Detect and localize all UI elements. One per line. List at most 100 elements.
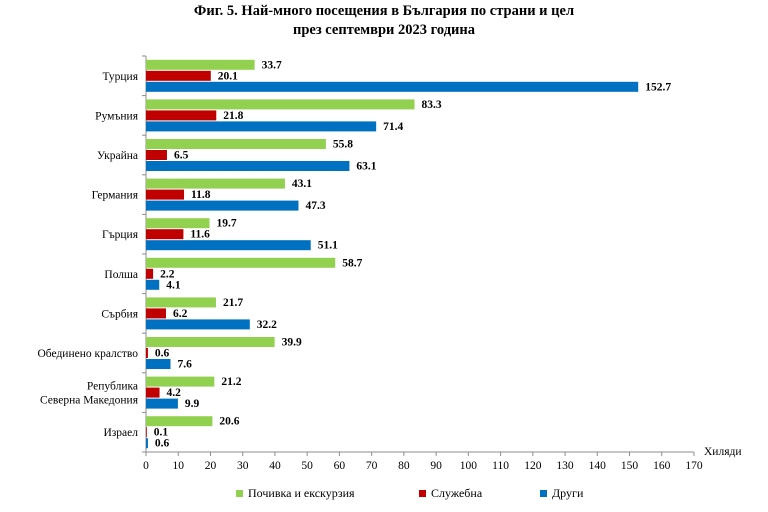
bar (146, 416, 213, 427)
category-label: Турция (102, 71, 138, 83)
bar-value-label: 19.7 (217, 218, 237, 230)
category-label: Полша (104, 269, 138, 281)
bar-value-label: 2.2 (160, 268, 175, 280)
category-label: Украйна (97, 150, 138, 162)
legend-label: Други (552, 486, 584, 500)
bar (146, 427, 147, 438)
x-tick-label: 90 (430, 460, 442, 472)
bar-value-label: 51.1 (318, 240, 338, 252)
bar-value-label: 21.8 (223, 110, 243, 122)
bar-value-label: 21.7 (223, 297, 243, 309)
bar (146, 161, 350, 171)
bar-value-label: 58.7 (342, 257, 362, 269)
bar (146, 229, 184, 240)
category-label: Обединено кралство (37, 348, 138, 360)
bar-value-label: 6.2 (173, 308, 188, 320)
x-tick-label: 110 (492, 460, 509, 472)
bar (146, 268, 154, 279)
bar (146, 59, 255, 70)
bar (146, 297, 216, 308)
bar (146, 81, 639, 92)
bar (146, 240, 311, 251)
chart-legend: Почивка и екскурзия Служебна Други (0, 486, 768, 506)
x-tick-label: 100 (460, 460, 478, 472)
legend-item: Почивка и екскурзия (236, 486, 355, 501)
x-tick-label: 0 (143, 460, 149, 472)
bar (146, 70, 211, 81)
bar (146, 279, 160, 290)
legend-swatch (540, 490, 547, 497)
category-label: Република (87, 381, 138, 393)
chart-title-line-2: през септември 2023 година (293, 22, 475, 38)
legend-swatch (419, 490, 426, 497)
legend-label: Почивка и екскурзия (248, 486, 355, 500)
x-tick-label: 30 (237, 460, 249, 472)
bar (146, 178, 285, 189)
x-tick-label: 60 (334, 460, 346, 472)
category-label: Сърбия (101, 308, 138, 320)
bar (146, 218, 210, 229)
x-tick-label: 40 (269, 460, 281, 472)
bar-value-label: 32.2 (257, 319, 277, 331)
bar-value-label: 20.6 (219, 416, 239, 428)
x-tick-label: 140 (589, 460, 607, 472)
bar-value-label: 55.8 (333, 139, 353, 151)
bar-value-label: 63.1 (356, 161, 376, 173)
bar (146, 99, 415, 110)
category-label: Северна Македония (40, 395, 139, 407)
x-tick-label: 80 (398, 460, 410, 472)
bar (146, 150, 167, 160)
x-tick-label: 120 (524, 460, 542, 472)
bar (146, 319, 250, 330)
bar (146, 387, 160, 398)
legend-label: Служебна (431, 486, 483, 500)
category-label: Румъния (95, 110, 139, 122)
bar-value-label: 152.7 (645, 81, 671, 93)
bar (146, 257, 336, 268)
bar (146, 139, 326, 149)
bar-value-label: 6.5 (174, 150, 189, 162)
bar-value-label: 0.1 (154, 427, 169, 439)
x-axis-unit-label: Хиляди (704, 446, 742, 458)
bar (146, 110, 217, 121)
bar-value-label: 21.2 (221, 376, 241, 388)
bar (146, 348, 148, 358)
bar-value-label: 4.2 (167, 387, 182, 399)
chart-title: Фиг. 5. Най-много посещения в България п… (0, 2, 768, 40)
x-tick-label: 130 (556, 460, 574, 472)
category-label: Гърция (102, 229, 139, 241)
x-tick-label: 160 (653, 460, 671, 472)
legend-item: Служебна (419, 486, 482, 501)
bar (146, 337, 275, 347)
bar-value-label: 20.1 (218, 70, 238, 82)
bar-value-label: 39.9 (282, 337, 302, 349)
x-tick-label: 50 (301, 460, 313, 472)
bar-value-label: 47.3 (305, 200, 325, 212)
chart-title-line-1: Фиг. 5. Най-много посещения в България п… (193, 3, 575, 19)
x-tick-label: 20 (205, 460, 217, 472)
x-tick-label: 170 (685, 460, 703, 472)
legend-item: Други (540, 486, 583, 501)
bar-value-label: 11.6 (190, 229, 210, 241)
bar-value-label: 9.9 (185, 398, 200, 410)
bar (146, 376, 215, 387)
legend-swatch (236, 490, 243, 497)
bar-value-label: 4.1 (166, 279, 181, 291)
bar-value-label: 71.4 (383, 121, 403, 133)
bar (146, 121, 377, 132)
bar (146, 200, 299, 211)
bar (146, 308, 166, 319)
bar-chart: 0 10 20 30 40 50 60 70 80 90 100 110 120 130 140 150 160… (37, 55, 742, 472)
bar-value-label: 7.6 (177, 359, 192, 371)
category-label: Германия (92, 190, 139, 202)
bar (146, 189, 185, 200)
bar (146, 359, 171, 369)
bar-value-label: 0.6 (155, 438, 170, 450)
bar-value-label: 11.8 (191, 189, 211, 201)
bar-value-label: 43.1 (292, 178, 312, 190)
x-tick-label: 150 (621, 460, 639, 472)
bar-value-label: 0.6 (155, 348, 170, 360)
x-tick-label: 70 (366, 460, 378, 472)
bar-value-label: 33.7 (262, 59, 282, 71)
category-label: Израел (103, 427, 138, 439)
